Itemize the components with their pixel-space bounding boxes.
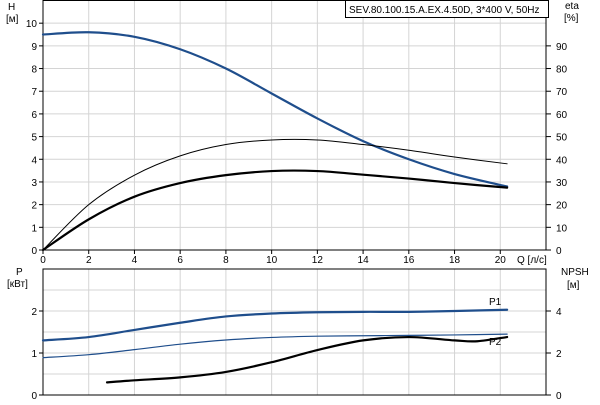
y-tick-label: 0 [31, 391, 37, 400]
npsh-axis-unit: [м] [567, 280, 580, 291]
y-tick-label: 6 [31, 110, 37, 121]
y2-tick-label: 50 [556, 133, 568, 144]
top-grid [42, 0, 547, 251]
x-tick-label: 20 [495, 255, 507, 266]
y2-tick-label: 40 [556, 155, 568, 166]
p-axis-label: P [16, 267, 23, 278]
head-series-0-line [41, 31, 509, 188]
y-axis-unit: [м] [6, 14, 19, 25]
y-tick-label: 7 [31, 87, 37, 98]
y2-axis-unit: [%] [564, 13, 579, 24]
top-series [41, 31, 509, 252]
power-series-2-line [105, 335, 509, 384]
y-tick-label: 3 [31, 178, 37, 189]
y-tick-label: 1 [31, 349, 37, 360]
y-tick-label: 2 [31, 307, 37, 318]
power-series-p1-line [41, 308, 509, 342]
y2-tick-label: 2 [556, 349, 562, 360]
x-tick-label: 0 [40, 255, 46, 266]
y2-tick-label: 0 [556, 246, 562, 257]
y-tick-label: 1 [31, 223, 37, 234]
y-axis-label: H [8, 2, 15, 13]
x-tick-label: 18 [449, 255, 461, 266]
y-tick-label: 4 [31, 155, 37, 166]
y2-tick-label: 60 [556, 110, 568, 121]
p-axis-unit: [кВт] [7, 279, 28, 290]
x-tick-label: 2 [86, 255, 92, 266]
p2-label: P2 [489, 337, 502, 348]
p1-label: P1 [489, 297, 502, 308]
x-tick-label: 12 [312, 255, 324, 266]
y-tick-label: 5 [31, 133, 37, 144]
y-tick-label: 9 [31, 42, 37, 53]
y2-tick-label: 4 [556, 307, 562, 318]
y-tick-label: 8 [31, 65, 37, 76]
y-tick-label: 2 [31, 201, 37, 212]
x-axis-label: Q [л/с] [517, 255, 547, 266]
y2-tick-label: 80 [556, 65, 568, 76]
x-tick-label: 8 [223, 255, 229, 266]
x-tick-label: 4 [132, 255, 138, 266]
title-box [345, 0, 549, 18]
chart-title: SEV.80.100.15.A.EX.4.50D, 3*400 V, 50Hz [349, 5, 540, 16]
y-tick-label: 0 [31, 246, 37, 257]
bottom-series [41, 308, 509, 384]
y2-axis-label: eta [565, 1, 579, 12]
npsh-axis-label: NPSH [561, 267, 589, 278]
x-tick-label: 16 [403, 255, 415, 266]
plot-frame [42, 0, 547, 251]
y2-tick-label: 70 [556, 87, 568, 98]
head-series-1-line [42, 138, 508, 251]
y2-tick-label: 0 [556, 391, 562, 400]
power-series-p2-line [42, 333, 508, 359]
y2-tick-label: 20 [556, 201, 568, 212]
head-series-2-line [41, 169, 509, 252]
x-tick-label: 14 [358, 255, 370, 266]
x-tick-label: 6 [177, 255, 183, 266]
plot-frame [42, 268, 547, 396]
y2-tick-label: 10 [556, 223, 568, 234]
y2-tick-label: 90 [556, 42, 568, 53]
y2-tick-label: 30 [556, 178, 568, 189]
x-tick-label: 10 [266, 255, 278, 266]
y-tick-label: 10 [26, 19, 38, 30]
